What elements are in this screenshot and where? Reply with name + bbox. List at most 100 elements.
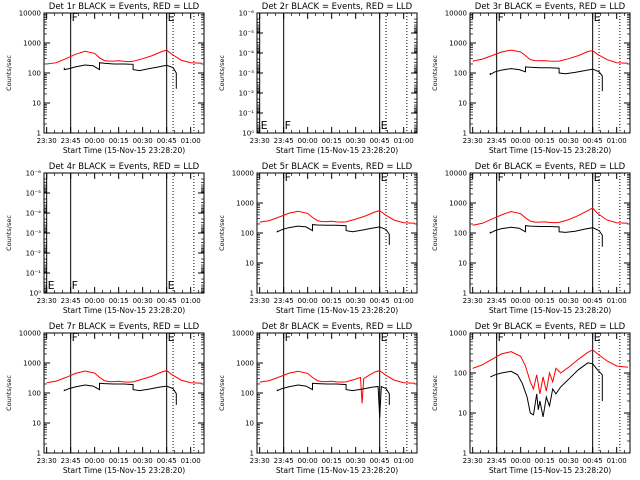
y-tick-label: 100	[28, 390, 41, 398]
y-tick-label: 10	[32, 100, 41, 108]
x-tick-label: 00:45	[583, 137, 603, 145]
y-tick-label: 1	[37, 130, 41, 138]
plot-frame	[43, 332, 205, 454]
y-axis-label: Counts/sec	[431, 375, 439, 411]
y-tick-label: 1	[250, 290, 254, 298]
y-tick-label: 1	[463, 450, 467, 458]
x-tick-label: 23:30	[250, 137, 270, 145]
y-tick-label: 10000	[445, 10, 467, 18]
x-tick-label: 23:30	[250, 457, 270, 465]
x-axis-label: Start Time (15-Nov-15 23:28:20)	[276, 466, 398, 475]
x-axis-label: Start Time (15-Nov-15 23:28:20)	[276, 146, 398, 155]
x-tick-label: 00:45	[370, 137, 390, 145]
y-tick-label: 10	[458, 100, 467, 108]
x-tick-label: 00:15	[109, 137, 129, 145]
events-series	[490, 362, 603, 417]
x-axis-label: Start Time (15-Nov-15 23:28:20)	[489, 466, 611, 475]
y-tick-label: 1000	[23, 360, 41, 368]
events-series	[489, 66, 603, 92]
y-tick-label: 10000	[19, 10, 41, 18]
x-tick-label: 00:15	[535, 297, 555, 305]
panel-title: Det 7r BLACK = Events, RED = LLD	[49, 322, 200, 332]
x-tick-label: 23:45	[487, 137, 507, 145]
x-tick-label: 00:45	[583, 297, 603, 305]
plot-frame	[43, 172, 205, 294]
x-tick-label: 00:15	[535, 137, 555, 145]
x-tick-label: 00:15	[535, 457, 555, 465]
y-tick-label: 10⁻⁵	[26, 190, 42, 198]
x-tick-label: 00:30	[133, 297, 153, 305]
y-tick-label: 10⁻²	[239, 90, 255, 98]
events-series	[276, 224, 390, 245]
x-tick-label: 00:00	[298, 457, 318, 465]
y-tick-label: 10⁻³	[239, 70, 255, 78]
x-tick-label: 23:45	[61, 137, 81, 145]
panel-det-3: Det 3r BLACK = Events, RED = LLD Counts/s…	[431, 2, 631, 155]
lld-series	[259, 370, 415, 404]
y-tick-label: 10⁻⁴	[239, 50, 255, 58]
x-tick-label: 00:00	[298, 297, 318, 305]
y-tick-label: 1000	[449, 330, 467, 338]
x-tick-label: 00:45	[157, 137, 177, 145]
panel-title: Det 2r BLACK = Events, RED = LLD	[262, 2, 413, 12]
marker-label: F	[498, 11, 504, 24]
x-tick-label: 00:30	[346, 137, 366, 145]
lld-series	[472, 207, 628, 226]
y-tick-label: 1	[463, 290, 467, 298]
y-tick-label: 10	[458, 260, 467, 268]
y-tick-label: 1000	[449, 40, 467, 48]
y-tick-label: 10⁻⁶	[239, 10, 255, 18]
plot-frame	[256, 332, 418, 454]
x-tick-label: 01:00	[394, 297, 414, 305]
marker-label: E	[594, 171, 601, 184]
x-tick-label: 01:00	[394, 137, 414, 145]
y-tick-label: 10⁰	[242, 130, 254, 138]
x-tick-label: 00:45	[370, 297, 390, 305]
marker-label: F	[285, 171, 291, 184]
x-tick-label: 00:30	[559, 297, 579, 305]
y-tick-label: 10000	[19, 330, 41, 338]
panel-title: Det 9r BLACK = Events, RED = LLD	[475, 322, 626, 332]
panel-det-7: Det 7r BLACK = Events, RED = LLD Counts/s…	[5, 322, 205, 475]
marker-label: F	[72, 279, 78, 292]
marker-label: F	[498, 171, 504, 184]
y-tick-label: 100	[28, 70, 41, 78]
x-tick-label: 00:15	[109, 457, 129, 465]
marker-label: E	[48, 279, 55, 292]
x-tick-label: 23:30	[250, 297, 270, 305]
plot-frame	[469, 332, 631, 454]
y-tick-label: 1000	[236, 200, 254, 208]
x-axis-label: Start Time (15-Nov-15 23:28:20)	[276, 306, 398, 315]
y-tick-label: 10⁻¹	[26, 270, 42, 278]
marker-label: F	[72, 331, 78, 344]
y-tick-label: 10	[245, 260, 254, 268]
panel-title: Det 4r BLACK = Events, RED = LLD	[49, 162, 200, 172]
x-tick-label: 00:45	[583, 457, 603, 465]
x-tick-label: 23:45	[487, 297, 507, 305]
x-axis-label: Start Time (15-Nov-15 23:28:20)	[63, 146, 185, 155]
x-axis-label: Start Time (15-Nov-15 23:28:20)	[489, 306, 611, 315]
lld-series	[46, 49, 202, 65]
y-tick-label: 100	[241, 230, 254, 238]
x-tick-label: 23:45	[61, 297, 81, 305]
x-tick-label: 00:00	[511, 137, 531, 145]
x-tick-label: 23:45	[487, 457, 507, 465]
x-tick-label: 00:15	[109, 297, 129, 305]
panel-title: Det 3r BLACK = Events, RED = LLD	[475, 2, 626, 12]
y-axis-label: Counts/sec	[431, 215, 439, 251]
y-tick-label: 10000	[232, 330, 254, 338]
plot-frame	[256, 172, 418, 294]
marker-label: E	[168, 331, 175, 344]
x-tick-label: 01:00	[181, 297, 201, 305]
x-tick-label: 00:15	[322, 137, 342, 145]
y-tick-label: 10⁻²	[26, 250, 42, 258]
x-tick-label: 01:00	[607, 297, 627, 305]
x-tick-label: 00:45	[370, 457, 390, 465]
y-tick-label: 1	[250, 450, 254, 458]
x-tick-label: 01:00	[394, 457, 414, 465]
lld-series	[472, 49, 628, 64]
y-tick-label: 1	[463, 130, 467, 138]
panel-title: Det 1r BLACK = Events, RED = LLD	[49, 2, 200, 12]
y-tick-label: 10⁻⁴	[26, 210, 42, 218]
